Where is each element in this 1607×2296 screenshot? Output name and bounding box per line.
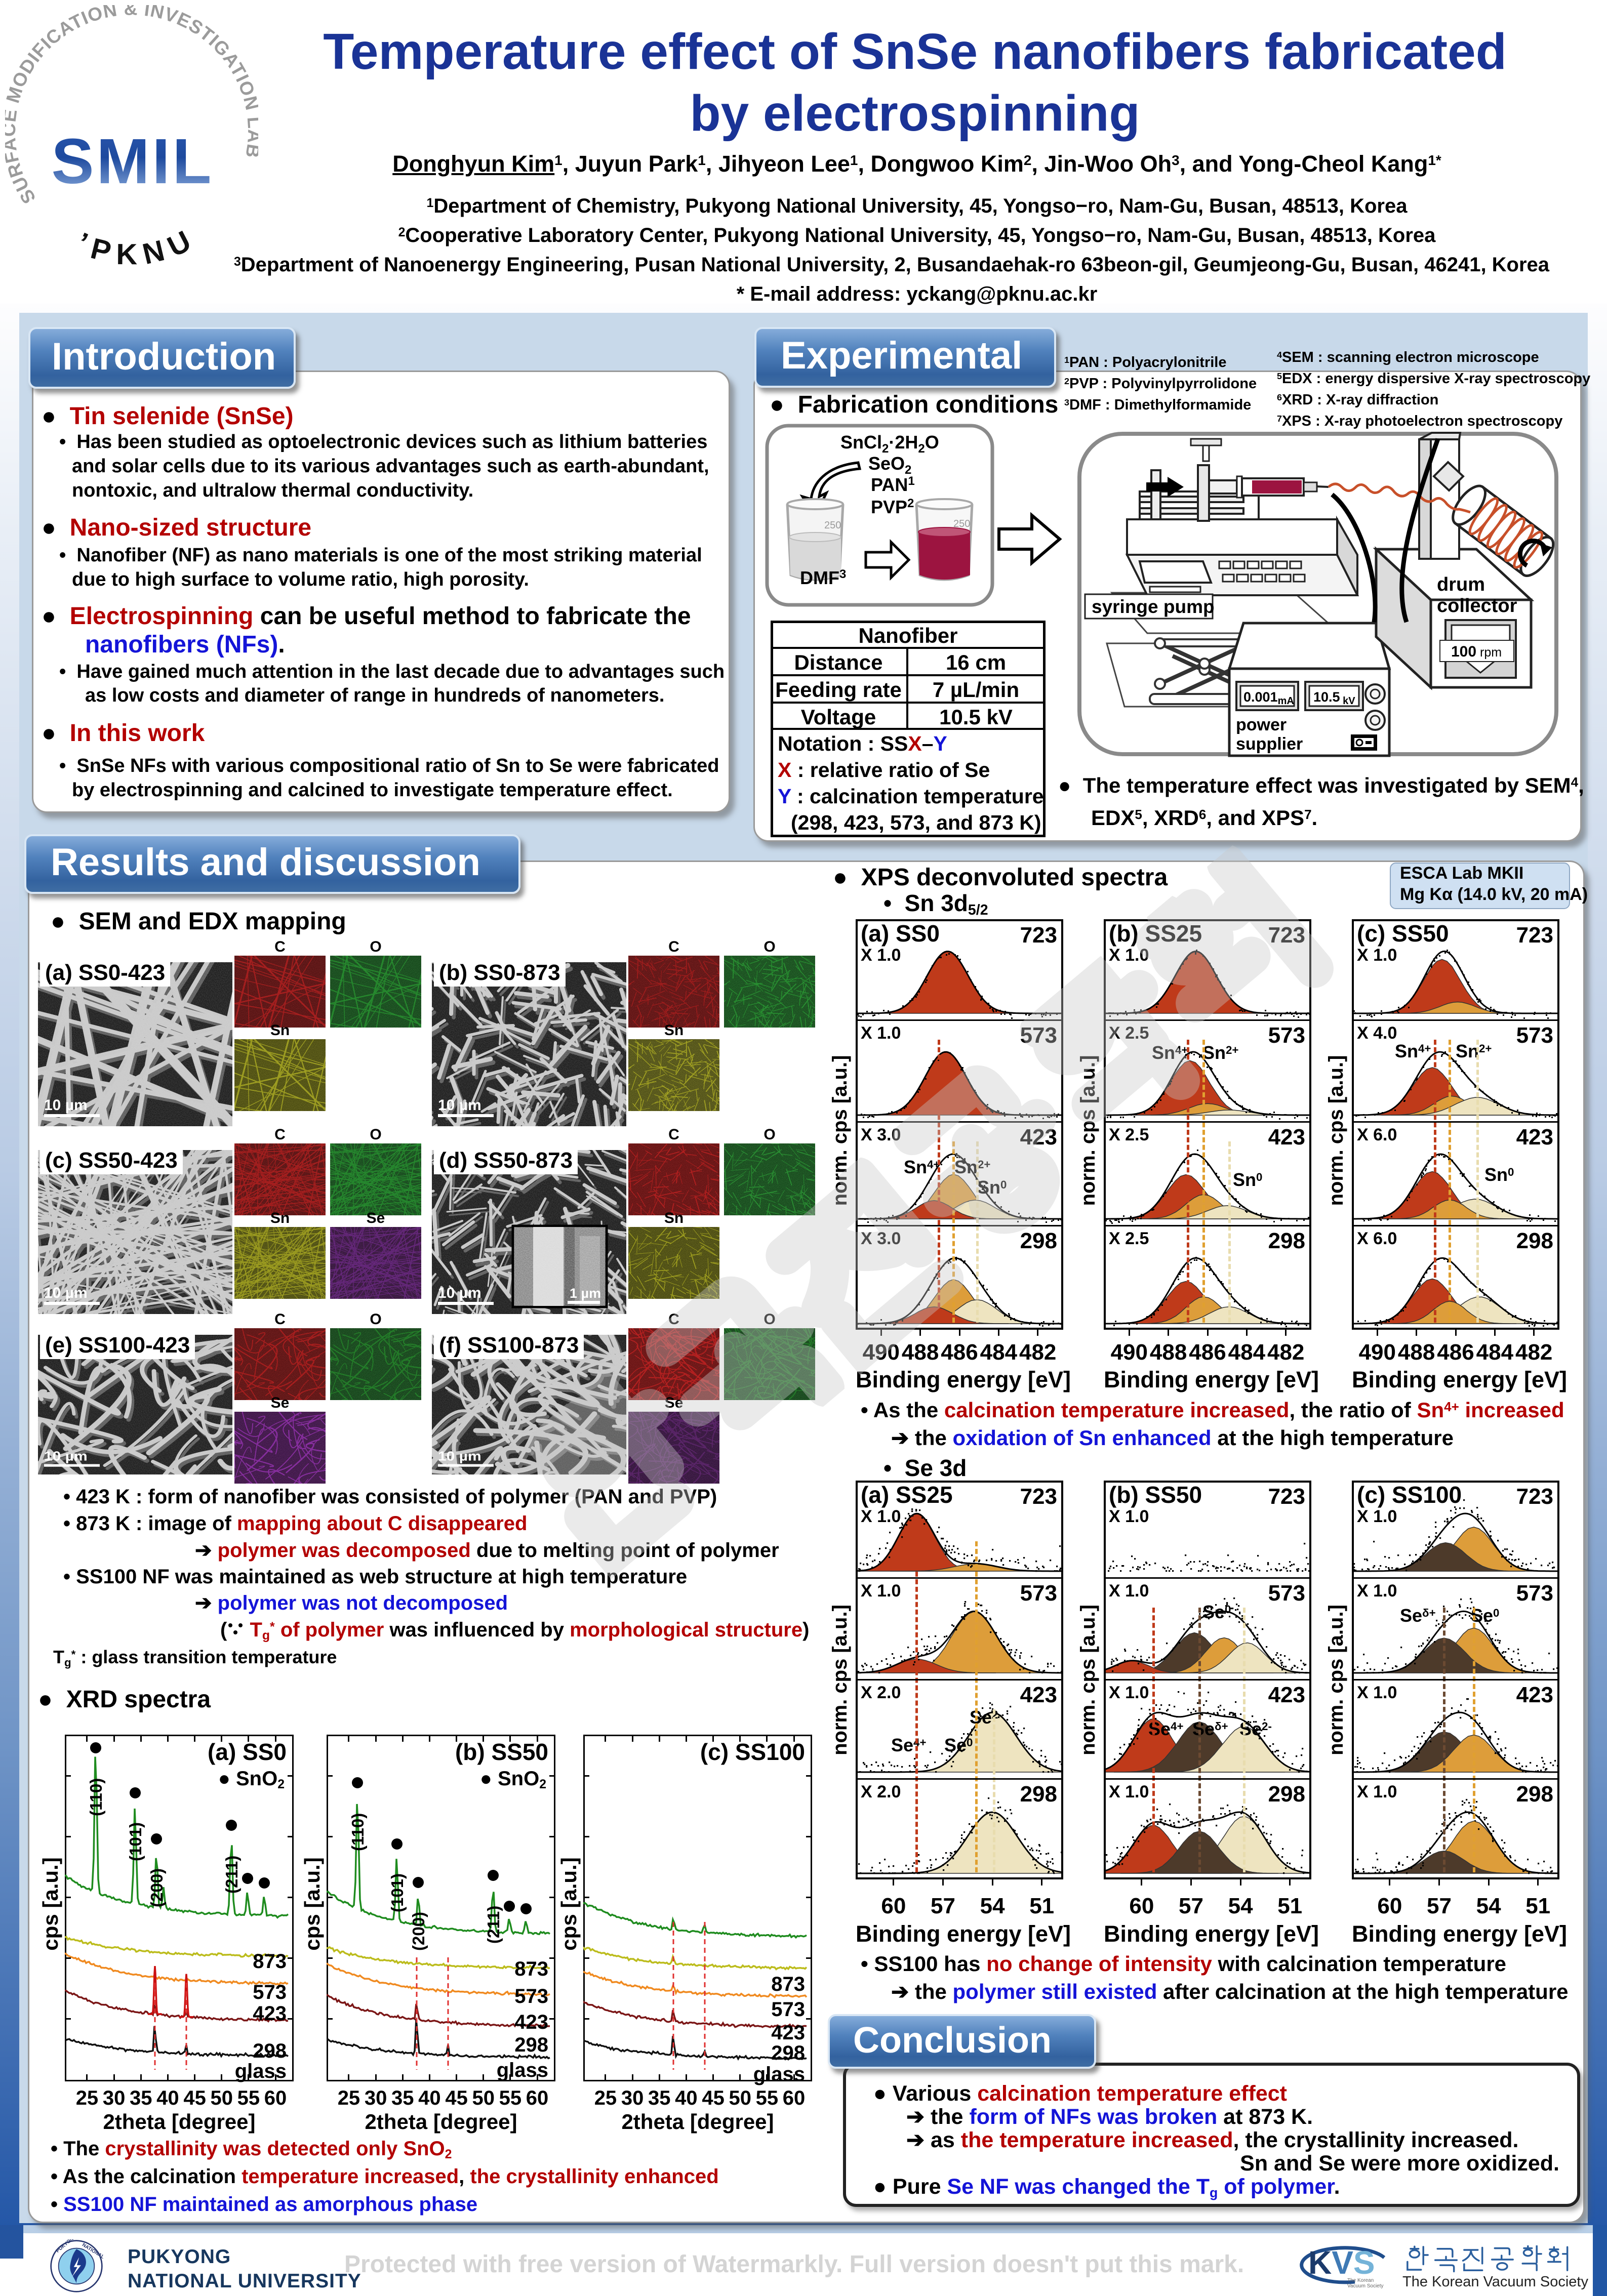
svg-text:1 µm: 1 µm — [570, 1286, 601, 1301]
svg-text:The Korean: The Korean — [1347, 2278, 1374, 2283]
svg-text:SeO2: SeO2 — [868, 453, 911, 477]
svg-text:(101): (101) — [126, 1822, 145, 1861]
svg-text:supplier: supplier — [1236, 734, 1303, 754]
svg-text:250: 250 — [953, 518, 970, 529]
svg-text:(211): (211) — [484, 1906, 503, 1944]
svg-text:(110): (110) — [87, 1778, 105, 1816]
svg-text:SMIL: SMIL — [52, 126, 214, 197]
svg-text:(101): (101) — [388, 1873, 407, 1912]
svg-text:10 µm: 10 µm — [438, 1097, 481, 1114]
svg-text:PAN1: PAN1 — [871, 474, 915, 495]
svg-text:syringe pump: syringe pump — [1092, 596, 1215, 617]
svg-text:Vacuum Society: Vacuum Society — [1347, 2283, 1384, 2289]
svg-text:drum: drum — [1437, 574, 1485, 595]
svg-text:10 µm: 10 µm — [438, 1449, 481, 1463]
svg-text:PVP2: PVP2 — [871, 497, 914, 517]
svg-text:(200): (200) — [147, 1868, 166, 1907]
svg-text:10 µm: 10 µm — [438, 1285, 481, 1301]
svg-text:10 µm: 10 µm — [44, 1285, 88, 1301]
svg-text:(211): (211) — [222, 1856, 241, 1894]
svg-text:(200): (200) — [409, 1912, 428, 1951]
svg-text:DMF3: DMF3 — [800, 567, 846, 588]
svg-text:power: power — [1236, 715, 1287, 734]
svg-text:10 µm: 10 µm — [44, 1449, 88, 1463]
svg-text:100 rpm: 100 rpm — [1451, 643, 1502, 660]
svg-text:(110): (110) — [348, 1813, 367, 1851]
svg-text:10 µm: 10 µm — [44, 1097, 88, 1114]
svg-text:collector: collector — [1437, 595, 1517, 617]
svg-text:KVS: KVS — [1308, 2244, 1375, 2281]
svg-text:250: 250 — [824, 520, 841, 531]
